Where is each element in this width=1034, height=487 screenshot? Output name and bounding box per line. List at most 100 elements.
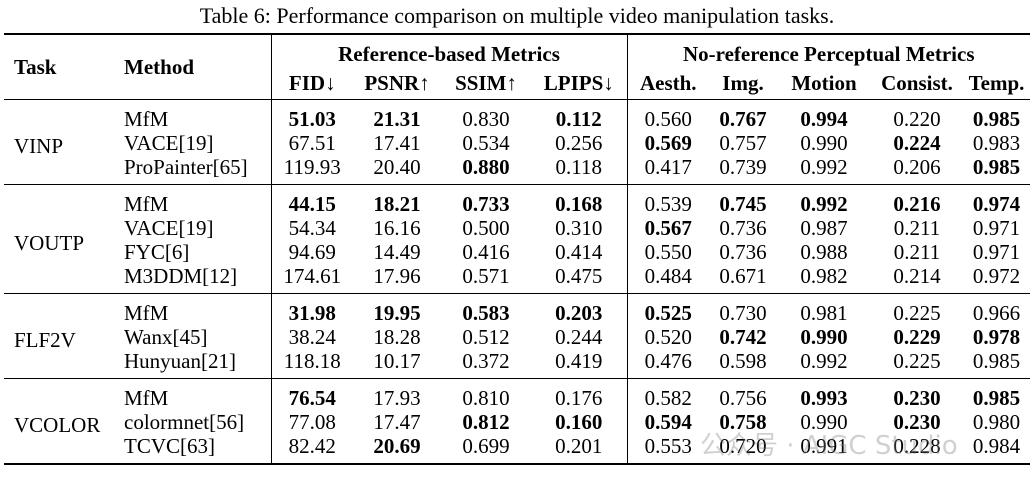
metric-value: 0.571 bbox=[462, 264, 510, 288]
metric-value: 0.244 bbox=[555, 325, 603, 349]
table-row: VINP MfM 51.03 21.31 0.830 0.112 0.560 0.767 0.9… bbox=[4, 99, 1030, 185]
metric-value: 21.31 bbox=[353, 99, 441, 131]
metric-value: 0.534 bbox=[462, 131, 510, 155]
metric-value: 67.51 bbox=[270, 131, 353, 155]
results-table: Task Method Reference-based Metrics No-r… bbox=[4, 33, 1030, 465]
method-name: MfM bbox=[116, 99, 271, 131]
metric-value: 0.990 bbox=[800, 410, 848, 434]
metric-value: 19.95 bbox=[353, 293, 441, 325]
method-name: colormnet[56] bbox=[124, 410, 245, 434]
task-label: VOUTP bbox=[4, 184, 116, 294]
header-task: Task bbox=[4, 33, 116, 100]
metric-value: 0.966 bbox=[963, 293, 1030, 325]
metric-value: 0.812 bbox=[462, 410, 510, 434]
metric-value: 10.17 bbox=[373, 349, 421, 373]
metric-value: 0.484 bbox=[626, 264, 709, 294]
table-row: FLF2V MfM 31.98 19.95 0.583 0.203 0.525 0.730 0.… bbox=[4, 293, 1030, 379]
metric-value: 38.24 bbox=[270, 325, 353, 349]
method-name: Wanx[45] bbox=[124, 325, 208, 349]
metric-value: 0.569 bbox=[626, 131, 709, 155]
metric-value: 0.767 bbox=[709, 99, 777, 131]
metric-value: 0.567 bbox=[626, 216, 709, 240]
metric-value: 0.987 bbox=[800, 216, 848, 240]
metric-value: 0.500 bbox=[462, 216, 510, 240]
metric-value: 0.520 bbox=[626, 325, 709, 349]
metric-value: 18.21 bbox=[353, 184, 441, 216]
metric-value: 14.49 bbox=[373, 240, 421, 264]
method-name: TCVC[63] bbox=[116, 434, 271, 465]
metric-value: 16.16 bbox=[373, 216, 421, 240]
metric-value: 0.733 bbox=[441, 184, 531, 216]
metric-value: 0.974 bbox=[963, 184, 1030, 216]
column-header: PSNR↑ bbox=[364, 70, 430, 95]
metric-value: 0.476 bbox=[626, 349, 709, 379]
method-name: M3DDM[12] bbox=[124, 264, 238, 288]
metric-value: 54.34 bbox=[270, 216, 353, 240]
metric-value: 0.972 bbox=[972, 264, 1021, 288]
metric-value: 0.990 bbox=[800, 131, 848, 155]
table-row: VACE[19] 54.34 16.16 0.500 0.310 0.567 0.736 0.… bbox=[4, 216, 1030, 240]
metric-value: 0.372 bbox=[462, 349, 510, 373]
metric-value: 0.230 bbox=[871, 378, 963, 410]
table-row: ProPainter[65] 119.93 20.40 0.880 0.118 0.417… bbox=[4, 155, 1030, 185]
header-noreference-metrics: No-reference Perceptual Metrics bbox=[626, 33, 1030, 66]
metric-value: 0.985 bbox=[963, 378, 1030, 410]
metric-value: 0.211 bbox=[893, 240, 941, 264]
column-header: SSIM↑ bbox=[455, 70, 517, 95]
metric-value: 0.742 bbox=[719, 325, 767, 349]
header-reference-metrics-label: Reference-based Metrics bbox=[338, 42, 560, 66]
metric-value: 0.512 bbox=[462, 325, 510, 349]
table-row: Wanx[45] 38.24 18.28 0.512 0.244 0.520 0.742 0.… bbox=[4, 325, 1030, 349]
column-header: Img. bbox=[722, 70, 764, 95]
metric-value: 0.992 bbox=[800, 349, 848, 373]
metric-value: 0.980 bbox=[972, 410, 1021, 434]
metric-value: 0.419 bbox=[555, 349, 603, 373]
metric-value: 0.758 bbox=[719, 410, 767, 434]
method-name: VACE[19] bbox=[124, 216, 214, 240]
column-header: Consist. bbox=[881, 70, 953, 95]
metric-value: 0.225 bbox=[871, 293, 963, 325]
header-row-columns: FID↓ PSNR↑ SSIM↑ LPIPS↓ Aesth. Img. Motion Cons… bbox=[4, 66, 1030, 100]
metric-value: 0.730 bbox=[709, 293, 777, 325]
metric-value: 0.176 bbox=[531, 378, 627, 410]
metric-value: 0.720 bbox=[709, 434, 777, 465]
metric-value: 0.201 bbox=[531, 434, 627, 465]
metric-value: 44.15 bbox=[270, 184, 353, 216]
metric-value: 0.230 bbox=[893, 410, 941, 434]
metric-value: 0.745 bbox=[709, 184, 777, 216]
column-header: Aesth. bbox=[626, 66, 709, 100]
task-label: FLF2V bbox=[4, 293, 116, 379]
metric-value: 0.992 bbox=[777, 184, 871, 216]
task-label: VCOLOR bbox=[4, 378, 116, 465]
metric-value: 0.214 bbox=[893, 264, 941, 288]
metric-value: 0.417 bbox=[626, 155, 709, 185]
metric-value: 0.594 bbox=[626, 410, 709, 434]
metric-value: 0.971 bbox=[972, 240, 1021, 264]
metric-value: 0.981 bbox=[777, 293, 871, 325]
table-row: M3DDM[12] 174.61 17.96 0.571 0.475 0.484 0.671… bbox=[4, 264, 1030, 294]
metric-value: 0.228 bbox=[871, 434, 963, 465]
metric-value: 0.112 bbox=[531, 99, 627, 131]
metric-value: 0.118 bbox=[555, 155, 602, 179]
metric-value: 17.41 bbox=[373, 131, 421, 155]
metric-value: 77.08 bbox=[270, 410, 353, 434]
metric-value: 17.96 bbox=[373, 264, 421, 288]
table-row: TCVC[63] 82.42 20.69 0.699 0.201 0.553 0.720 0.… bbox=[4, 434, 1030, 465]
metric-value: 0.582 bbox=[626, 378, 709, 410]
metric-value: 0.553 bbox=[626, 434, 709, 465]
metric-value: 82.42 bbox=[270, 434, 353, 465]
method-name: MfM bbox=[116, 378, 271, 410]
header-row-groups: Task Method Reference-based Metrics No-r… bbox=[4, 33, 1030, 100]
metric-value: 0.525 bbox=[626, 293, 709, 325]
metric-value: 0.992 bbox=[800, 155, 848, 179]
metric-value: 0.991 bbox=[777, 434, 871, 465]
task-label: VINP bbox=[4, 99, 116, 185]
metric-value: 0.220 bbox=[871, 99, 963, 131]
metric-value: 94.69 bbox=[270, 240, 353, 264]
metric-value: 0.994 bbox=[777, 99, 871, 131]
header-noreference-metrics-label: No-reference Perceptual Metrics bbox=[682, 42, 975, 66]
table-row: colormnet[56] 77.08 17.47 0.812 0.160 0.594 0.… bbox=[4, 410, 1030, 434]
metric-value: 0.583 bbox=[441, 293, 531, 325]
metric-value: 0.880 bbox=[462, 155, 510, 179]
metric-value: 0.539 bbox=[626, 184, 709, 216]
